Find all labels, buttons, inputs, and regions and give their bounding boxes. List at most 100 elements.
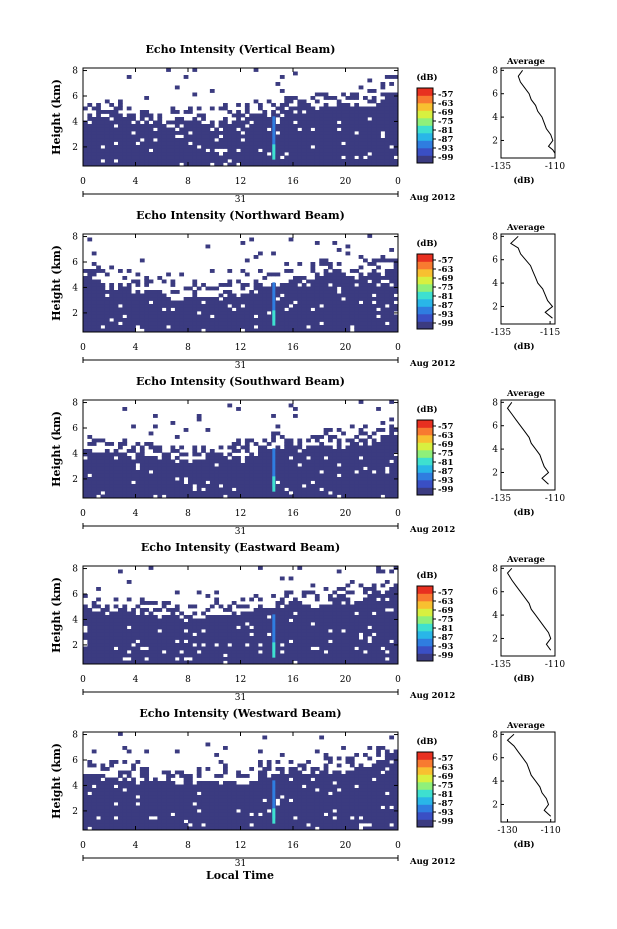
echo-cell (258, 456, 263, 460)
colorbar-swatch (417, 95, 433, 104)
echo-cell (96, 470, 101, 474)
x-tick-label: 0 (80, 675, 86, 685)
echo-cell (319, 297, 325, 301)
echo-cell (336, 660, 342, 665)
echo-cell (126, 484, 132, 488)
echo-cell (179, 494, 185, 499)
echo-cell (293, 473, 298, 478)
echo-cell (83, 304, 88, 308)
echo-cell (240, 463, 246, 467)
colorbar-swatch (417, 148, 433, 156)
echo-cell (231, 491, 237, 495)
echo-cell (345, 470, 351, 474)
echo-cell (249, 615, 255, 619)
echo-cell (166, 138, 171, 142)
echo-cell (253, 625, 259, 630)
echo-cell (122, 660, 128, 665)
echo-cell (358, 127, 364, 132)
echo-cell (244, 106, 250, 111)
echo-cell (393, 159, 399, 163)
echo-cell (122, 307, 128, 312)
echo-cell (293, 449, 298, 453)
echo-cell (104, 110, 110, 114)
echo-cell (284, 470, 290, 474)
echo-cell (227, 155, 233, 160)
echo-cell (367, 293, 373, 298)
echo-cell (170, 622, 176, 626)
echo-cell (389, 103, 395, 107)
echo-cell (354, 604, 360, 609)
echo-cell (371, 601, 377, 605)
echo-cell (258, 477, 263, 481)
echo-cell (209, 124, 215, 128)
echo-cell (192, 68, 198, 72)
echo-cell (310, 449, 316, 453)
echo-cell (188, 314, 193, 319)
echo-cell (91, 311, 97, 315)
echo-cell (319, 318, 325, 322)
echo-cell (91, 459, 97, 464)
echo-cell (310, 487, 316, 492)
echo-cell (363, 442, 368, 446)
echo-cell (349, 117, 355, 121)
echo-cell (376, 293, 381, 298)
echo-cell (113, 321, 119, 326)
echo-cell (253, 124, 259, 128)
echo-cell (363, 328, 368, 333)
average-y-tick-label: 8 (492, 232, 498, 242)
echo-cell (126, 466, 132, 471)
echo-cell (118, 477, 123, 481)
echo-cell (144, 300, 150, 305)
echo-cell (131, 608, 136, 612)
echo-cell (258, 445, 263, 450)
echo-cell (275, 286, 281, 291)
echo-cell (314, 131, 320, 135)
echo-cell (118, 307, 123, 312)
echo-cell (113, 795, 119, 799)
echo-cell (253, 643, 259, 647)
echo-cell (349, 604, 355, 609)
echo-cell (231, 152, 237, 156)
echo-cell (262, 459, 268, 464)
echo-cell (126, 131, 132, 135)
echo-cell (83, 293, 88, 298)
echo-cell (376, 491, 381, 495)
echo-cell (288, 106, 294, 111)
echo-cell (157, 148, 163, 153)
echo-cell (323, 445, 329, 450)
echo-cell (349, 152, 355, 156)
echo-cell (306, 328, 311, 333)
x-tick-label: 0 (395, 343, 401, 353)
echo-cell (170, 459, 176, 464)
echo-spike (272, 448, 276, 487)
echo-cell (297, 99, 303, 104)
date-label: Aug 2012 (409, 193, 455, 203)
echo-cell (109, 452, 115, 457)
echo-cell (332, 657, 338, 661)
colorbar-swatch (417, 465, 433, 473)
echo-cell (301, 155, 307, 160)
echo-cell (83, 653, 88, 658)
echo-cell (131, 632, 136, 637)
echo-cell (144, 477, 150, 481)
echo-cell (122, 646, 128, 651)
echo-cell (218, 124, 224, 128)
echo-cell (126, 314, 132, 319)
x-tick-label: 12 (235, 343, 246, 353)
echo-cell (284, 138, 290, 142)
echo-cell (262, 148, 268, 153)
echo-cell (118, 473, 123, 478)
echo-cell (275, 653, 281, 658)
echo-cell (91, 325, 97, 329)
echo-cell (192, 445, 198, 450)
echo-cell (249, 484, 255, 488)
echo-cell (192, 321, 198, 326)
echo-cell (367, 452, 373, 457)
echo-cell (301, 487, 307, 492)
echo-cell (214, 311, 220, 315)
echo-cell (236, 480, 241, 485)
echo-cell (319, 106, 325, 111)
echo-cell (153, 625, 158, 630)
echo-cell (201, 321, 206, 326)
echo-cell (166, 120, 171, 125)
